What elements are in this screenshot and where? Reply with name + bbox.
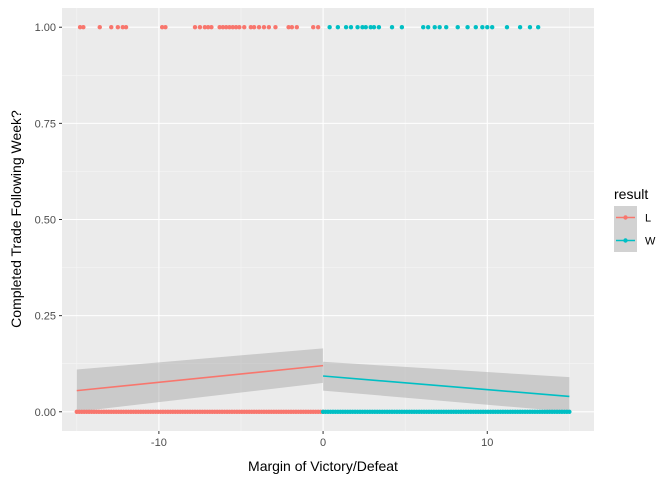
point-w xyxy=(432,25,437,30)
point-w xyxy=(535,25,541,30)
point-w xyxy=(489,25,495,30)
legend-label-l: L xyxy=(645,213,651,225)
point-l xyxy=(230,25,235,30)
point-w xyxy=(444,25,449,30)
legend-key-l: L xyxy=(614,206,651,229)
point-l xyxy=(227,25,232,30)
y-axis-ticks: 0.00 0.25 0.50 0.75 1.00 xyxy=(35,22,62,419)
point-l xyxy=(261,25,267,30)
point-w xyxy=(360,25,365,30)
data-points xyxy=(74,25,572,414)
x-tick-label: 10 xyxy=(481,437,493,449)
y-tick-label: 0.50 xyxy=(35,215,56,227)
y-tick-label: 0.25 xyxy=(35,311,56,323)
point-l xyxy=(266,25,272,30)
point-l xyxy=(109,25,114,30)
point-w xyxy=(335,25,341,30)
point-l xyxy=(192,25,198,30)
x-tick-label: -10 xyxy=(151,437,167,449)
point-l xyxy=(256,25,262,30)
point-l xyxy=(77,25,83,30)
point-w xyxy=(504,25,510,30)
point-l xyxy=(115,25,121,30)
x-axis-ticks: -10 0 10 xyxy=(151,431,493,449)
point-l xyxy=(251,25,257,30)
point-w xyxy=(485,25,490,30)
point-l xyxy=(202,25,208,30)
point-w xyxy=(368,25,373,30)
point-w xyxy=(355,25,360,30)
point-w xyxy=(376,25,382,30)
point-l xyxy=(163,25,168,30)
fit-lines xyxy=(76,364,570,398)
point-l xyxy=(237,25,242,30)
legend-title: result xyxy=(614,186,648,202)
point-l xyxy=(81,25,86,30)
point-l xyxy=(248,25,254,30)
legend-key-w: W xyxy=(614,229,656,252)
point-w xyxy=(371,25,377,30)
point-w xyxy=(363,25,368,30)
point-l xyxy=(209,25,214,30)
point-l xyxy=(311,25,316,30)
point-l xyxy=(242,25,247,30)
y-tick-label: 1.00 xyxy=(35,22,56,34)
x-tick-label: 0 xyxy=(320,437,326,449)
fit-line-w xyxy=(323,375,570,398)
point-w xyxy=(421,25,426,30)
legend: result LW xyxy=(614,186,656,252)
point-l xyxy=(205,25,211,30)
point-w xyxy=(348,25,354,30)
legend-label-w: W xyxy=(645,236,656,248)
legend-key-point xyxy=(623,238,628,243)
point-w xyxy=(389,25,395,30)
point-l xyxy=(159,25,165,30)
point-l xyxy=(289,25,295,30)
point-w xyxy=(327,25,332,30)
point-w xyxy=(425,25,431,30)
point-w xyxy=(480,25,485,30)
point-w xyxy=(465,25,470,30)
point-l xyxy=(286,25,291,30)
point-l xyxy=(120,25,125,30)
point-w xyxy=(527,25,533,30)
y-axis-title: Completed Trade Following Week? xyxy=(8,110,24,328)
point-w xyxy=(517,25,523,30)
x-axis-title: Margin of Victory/Defeat xyxy=(248,458,398,474)
ribbon-l xyxy=(76,348,324,412)
point-l xyxy=(233,25,239,30)
y-tick-label: 0.75 xyxy=(35,118,56,130)
point-l xyxy=(294,25,300,30)
legend-key-point xyxy=(623,215,628,220)
point-l xyxy=(123,25,129,30)
point-w xyxy=(437,25,442,30)
point-w xyxy=(473,25,478,30)
point-w xyxy=(455,25,460,30)
point-l xyxy=(315,25,321,30)
point-w xyxy=(567,409,572,414)
point-l xyxy=(97,25,102,30)
point-l xyxy=(197,25,203,30)
point-l xyxy=(220,25,226,30)
y-tick-label: 0.00 xyxy=(35,407,56,419)
point-l xyxy=(223,25,229,30)
point-l xyxy=(273,25,278,30)
fit-line-l xyxy=(76,364,324,392)
point-w xyxy=(343,25,349,30)
point-l xyxy=(217,25,222,30)
point-w xyxy=(399,25,405,30)
